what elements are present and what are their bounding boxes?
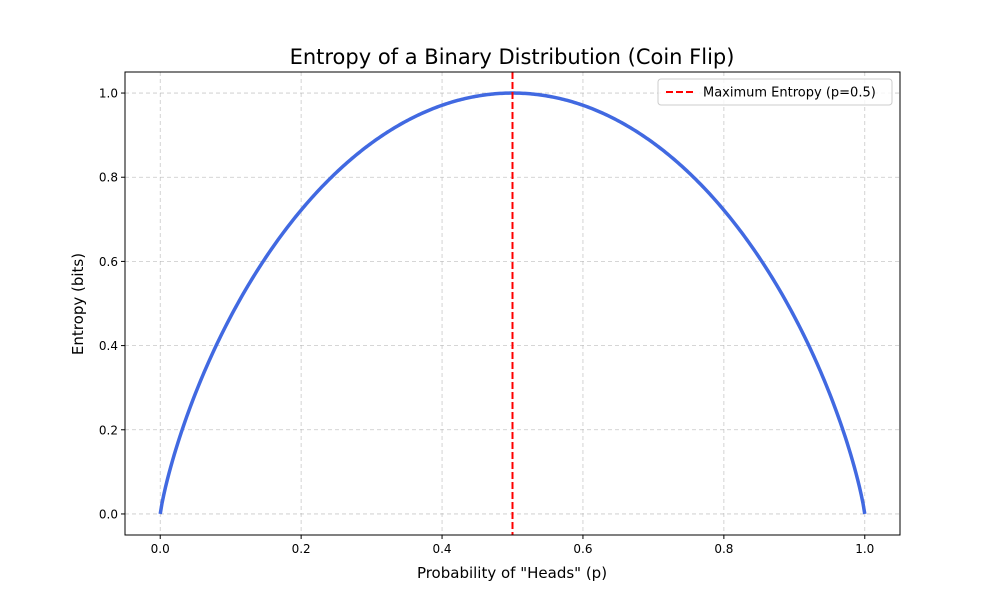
data-series [158,72,867,535]
legend-label-max-entropy: Maximum Entropy (p=0.5) [703,86,876,101]
x-axis-label: Probability of "Heads" (p) [417,564,607,582]
legend: Maximum Entropy (p=0.5) [657,78,893,106]
chart-title: Entropy of a Binary Distribution (Coin F… [290,45,735,69]
y-tick-label: 0.6 [99,255,118,269]
y-tick-label: 0.8 [99,171,118,185]
x-tick-label: 0.4 [432,542,451,556]
y-tick-label: 0.2 [99,423,118,437]
x-tick-label: 0.2 [292,542,311,556]
y-tick-label: 1.0 [99,87,118,101]
plot-frame [124,71,901,536]
axis-ticks: 0.0 0.2 0.4 0.6 0.8 1.0 0.0 0.2 0.4 0.6 0.8 1.0 [99,87,874,556]
y-tick-label: 0.0 [99,507,118,521]
x-tick-label: 0.0 [151,542,170,556]
x-tick-label: 0.8 [714,542,733,556]
x-tick-label: 1.0 [855,542,874,556]
y-tick-label: 0.4 [99,339,118,353]
legend-box [657,78,893,106]
y-axis-label: Entropy (bits) [69,253,87,355]
x-tick-label: 0.6 [573,542,592,556]
